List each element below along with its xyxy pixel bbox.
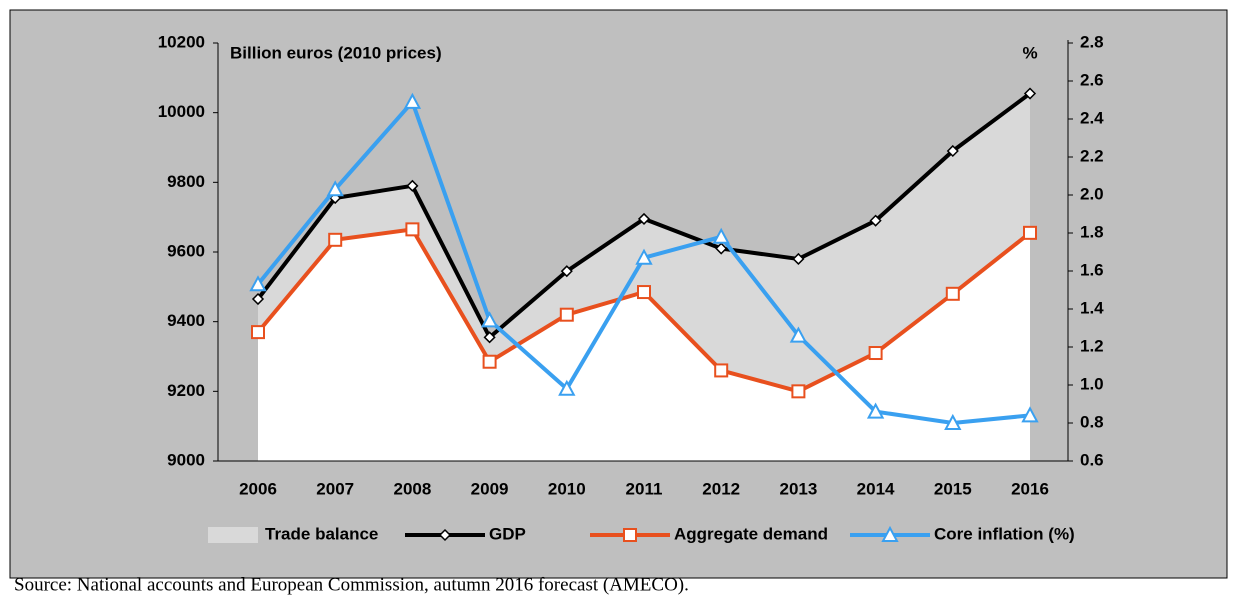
legend-label: GDP bbox=[489, 524, 526, 543]
y-tick-label: 10200 bbox=[158, 32, 205, 51]
x-tick-label: 2010 bbox=[548, 479, 586, 498]
legend-swatch bbox=[208, 527, 258, 543]
y2-tick-label: 2.2 bbox=[1080, 146, 1104, 165]
marker bbox=[480, 311, 499, 328]
marker bbox=[791, 384, 806, 399]
x-tick-label: 2008 bbox=[393, 479, 431, 498]
y-tick-label: 9200 bbox=[167, 381, 205, 400]
marker bbox=[406, 179, 419, 192]
legend-label: Trade balance bbox=[265, 524, 378, 543]
base-area bbox=[258, 229, 1030, 461]
y2-axis-label: % bbox=[1022, 43, 1037, 62]
x-tick-label: 2006 bbox=[239, 479, 277, 498]
marker bbox=[637, 285, 651, 300]
marker bbox=[623, 528, 637, 542]
marker bbox=[635, 248, 653, 265]
legend-label: Core inflation (%) bbox=[934, 524, 1075, 543]
marker bbox=[560, 265, 573, 278]
x-tick-label: 2016 bbox=[1011, 479, 1049, 498]
y2-tick-label: 1.8 bbox=[1080, 222, 1104, 241]
marker bbox=[881, 525, 899, 542]
x-tick-label: 2013 bbox=[779, 479, 817, 498]
x-tick-label: 2015 bbox=[934, 479, 972, 498]
marker bbox=[249, 275, 267, 292]
marker bbox=[403, 92, 422, 109]
y2-tick-label: 0.6 bbox=[1080, 450, 1104, 469]
marker bbox=[1023, 225, 1037, 240]
marker bbox=[944, 413, 962, 430]
y2-tick-label: 1.4 bbox=[1080, 298, 1104, 317]
legend-item: Trade balance bbox=[208, 524, 378, 543]
marker bbox=[789, 326, 808, 343]
y-tick-label: 10000 bbox=[158, 102, 205, 121]
marker bbox=[715, 242, 728, 255]
marker bbox=[326, 180, 344, 197]
y-tick-label: 9600 bbox=[167, 241, 205, 260]
marker bbox=[558, 379, 576, 396]
marker bbox=[946, 144, 959, 158]
legend-item: Aggregate demand bbox=[590, 524, 828, 543]
marker bbox=[482, 354, 497, 369]
y2-tick-label: 2.0 bbox=[1080, 184, 1104, 203]
y-tick-label: 9800 bbox=[167, 172, 205, 191]
marker bbox=[866, 402, 885, 419]
y-axis-label: Billion euros (2010 prices) bbox=[230, 43, 442, 62]
legend-label: Aggregate demand bbox=[674, 524, 828, 543]
marker bbox=[714, 363, 729, 378]
marker bbox=[405, 222, 420, 237]
y2-tick-label: 1.6 bbox=[1080, 260, 1104, 279]
marker bbox=[712, 227, 730, 244]
marker bbox=[1021, 406, 1039, 423]
marker bbox=[483, 331, 496, 344]
y-tick-label: 9000 bbox=[167, 450, 205, 469]
marker bbox=[559, 307, 574, 322]
marker bbox=[637, 212, 651, 225]
plot-area: 9000 9200 9400 9600 9800 10000 10200 0.6 0.8 1.0 1… bbox=[158, 32, 1104, 543]
y2-tick-label: 2.8 bbox=[1080, 32, 1104, 51]
marker bbox=[868, 346, 883, 361]
x-tick-label: 2011 bbox=[626, 479, 663, 498]
legend-item: GDP bbox=[405, 524, 526, 543]
marker bbox=[945, 286, 960, 301]
area bbox=[258, 93, 1030, 392]
x-tick-label: 2014 bbox=[857, 479, 895, 498]
source-note: Source: National accounts and European C… bbox=[14, 574, 689, 595]
y-tick-label: 9400 bbox=[167, 311, 205, 330]
x-tick-label: 2012 bbox=[702, 479, 740, 498]
y2-tick-label: 0.8 bbox=[1080, 412, 1104, 431]
y2-tick-label: 1.2 bbox=[1080, 336, 1104, 355]
marker bbox=[438, 528, 452, 542]
y2-tick-label: 1.0 bbox=[1080, 374, 1104, 393]
marker bbox=[251, 292, 265, 306]
marker bbox=[1023, 87, 1037, 100]
marker bbox=[869, 214, 882, 227]
marker bbox=[792, 252, 805, 266]
marker bbox=[251, 325, 265, 340]
legend-item: Core inflation (%) bbox=[850, 524, 1075, 543]
y2-tick-label: 2.6 bbox=[1080, 70, 1104, 89]
x-tick-label: 2007 bbox=[316, 479, 354, 498]
y2-tick-label: 2.4 bbox=[1080, 108, 1104, 127]
marker bbox=[328, 232, 343, 247]
x-tick-label: 2009 bbox=[471, 479, 509, 498]
